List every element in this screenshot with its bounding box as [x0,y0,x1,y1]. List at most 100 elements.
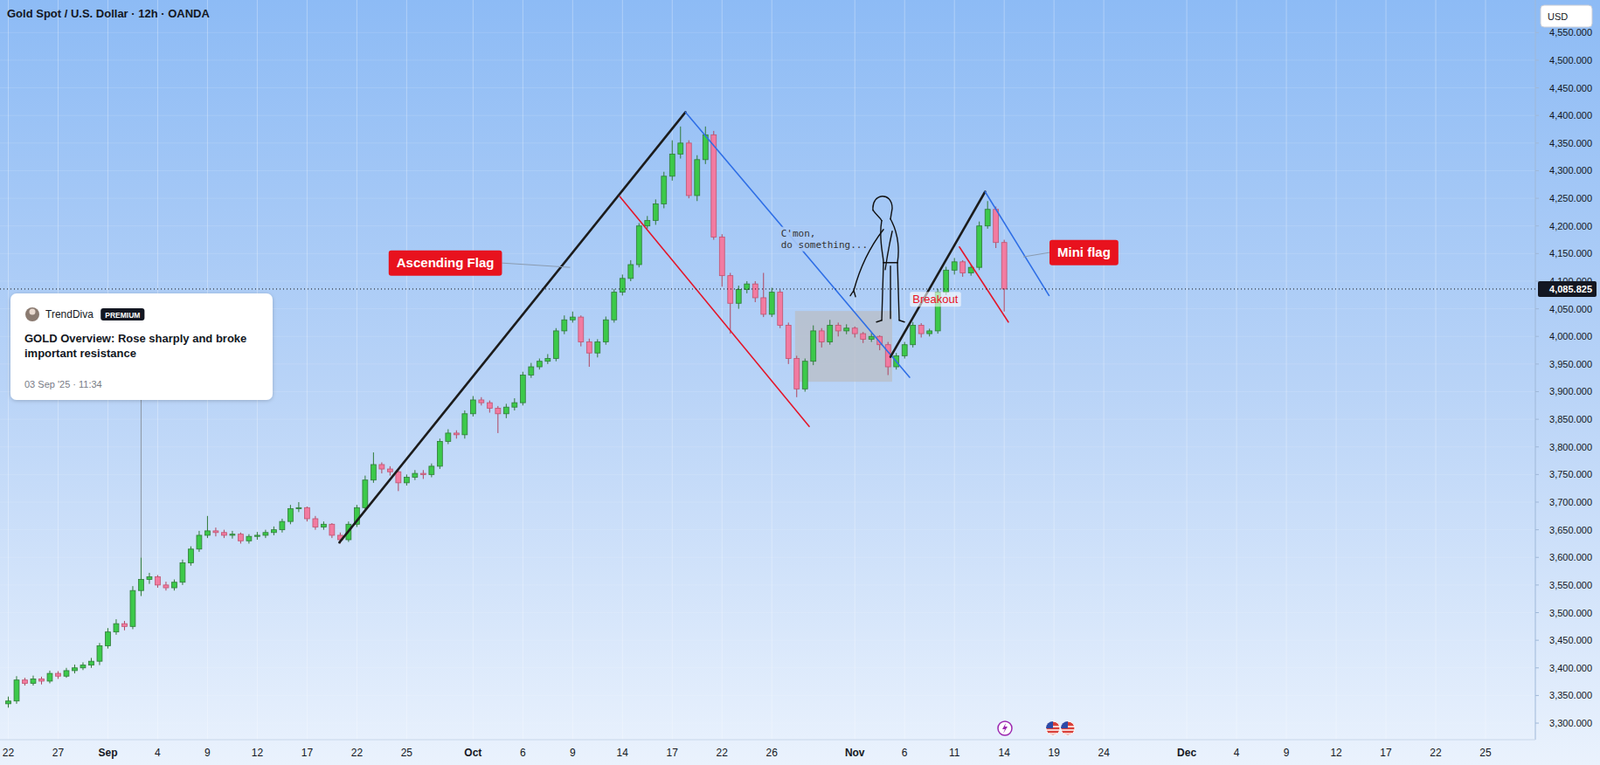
candle-body [661,176,667,205]
currency-box [1540,5,1593,28]
y-tick [1535,115,1539,117]
x-tick-label: 4 [154,747,161,760]
candle-body [818,331,825,343]
figure-feet [876,320,905,323]
candle-body [586,342,592,354]
candle-body [30,678,36,684]
x-tick-label: 14 [616,747,630,760]
tag-label: Mini flag [1057,244,1111,260]
x-tick-label: Nov [845,747,866,760]
y-tick-label: 4,000.000 [1549,331,1593,342]
y-tick-label: 3,700.000 [1549,497,1593,508]
y-tick [1535,198,1539,200]
candle-body [96,645,103,662]
grid-line-x [406,0,408,741]
note-leader [140,400,142,558]
candle-body [927,331,933,334]
grid-line-x [904,0,906,741]
tag-leader [1023,252,1050,257]
x-tick-label: 17 [1379,747,1393,760]
grid-line-y [0,225,1536,227]
candle-body [768,292,775,315]
candle-body [113,623,119,632]
grid-line-x [1435,0,1437,741]
candle-body [602,319,609,342]
candle-body [163,585,169,589]
y-tick [1535,723,1539,725]
x-tick-label: Sep [97,747,118,760]
x-tick-label: 26 [766,747,779,760]
candle-body [403,477,409,484]
grid-line-x [306,0,308,741]
candle-body [47,673,53,682]
event-icon [997,721,1012,736]
trend-line [984,191,1049,296]
candle-body [445,433,451,442]
y-tick [1535,419,1539,421]
y-tick-label: 3,650.000 [1549,525,1593,536]
candle-body [578,317,584,342]
candle-body [844,328,850,332]
candle-body [470,400,476,415]
grid-line-y [0,695,1536,697]
candle-body [694,159,700,196]
grid-line-x [721,0,723,741]
y-tick [1535,557,1539,559]
trend-line [339,111,686,543]
candle-body [495,408,501,414]
x-axis-line [0,740,1536,742]
y-tick [1535,363,1539,365]
grid-line-y [0,87,1536,89]
x-tick-label: 17 [666,747,679,760]
tag-leader [501,263,570,268]
grid-line-x [356,0,358,741]
x-tick-label: 6 [519,747,527,760]
y-tick-label: 3,750.000 [1549,469,1593,480]
event-icons [997,721,1075,736]
flag-canton [1045,721,1053,729]
y-tick-label: 4,300.000 [1549,165,1593,176]
y-tick-label: 4,050.000 [1549,304,1593,315]
x-tick-label: 22 [716,747,729,760]
chart-root: 3,300.0003,350.0003,400.0003,450.0003,50… [0,0,1600,765]
candle-body [436,441,443,466]
candle-body [213,531,219,534]
tag-box [388,250,503,277]
grid-line-y [0,612,1536,614]
note-title: GOLD Overview: Rose sharply and brokeimp… [24,332,247,361]
candle-body [503,407,509,415]
candle-body [636,226,642,265]
y-tick [1535,640,1539,642]
comment-line: C'mon, [781,228,817,240]
note-date: 03 Sep '25 · 11:34 [24,379,103,390]
chart-title: Gold Spot / U.S. Dollar · 12h · OANDA [6,6,210,21]
candle-body [420,473,426,475]
grid-line-x [1286,0,1288,741]
figure [850,196,905,323]
figure-front [880,221,884,264]
candle-body [6,701,12,705]
candle-body [619,278,625,293]
grid-line-x [671,0,673,741]
y-tick-label: 3,850.000 [1549,414,1593,425]
y-tick-label: 3,600.000 [1549,552,1593,563]
y-tick-label: 4,350.000 [1549,138,1593,149]
note-title-line: GOLD Overview: Rose sharply and broke [24,332,247,346]
background [0,0,1600,765]
figure-arm [853,229,884,291]
trend-line [890,191,985,357]
candle-body [835,325,841,332]
y-tick-label: 3,900.000 [1549,386,1593,397]
x-tick-label: 9 [1283,747,1290,760]
grid-line-y [0,529,1536,531]
candle-body [785,325,791,360]
candle-body [187,549,194,564]
figure-hood [872,196,893,220]
figure-back [890,219,899,264]
figure-belt [883,262,898,264]
note-card: TrendDivaPREMIUMGOLD Overview: Rose shar… [10,293,273,558]
candle-body [685,143,692,196]
candle-body [180,563,186,583]
x-tick-label: 22 [1429,747,1442,760]
grid-line-x [1336,0,1337,741]
